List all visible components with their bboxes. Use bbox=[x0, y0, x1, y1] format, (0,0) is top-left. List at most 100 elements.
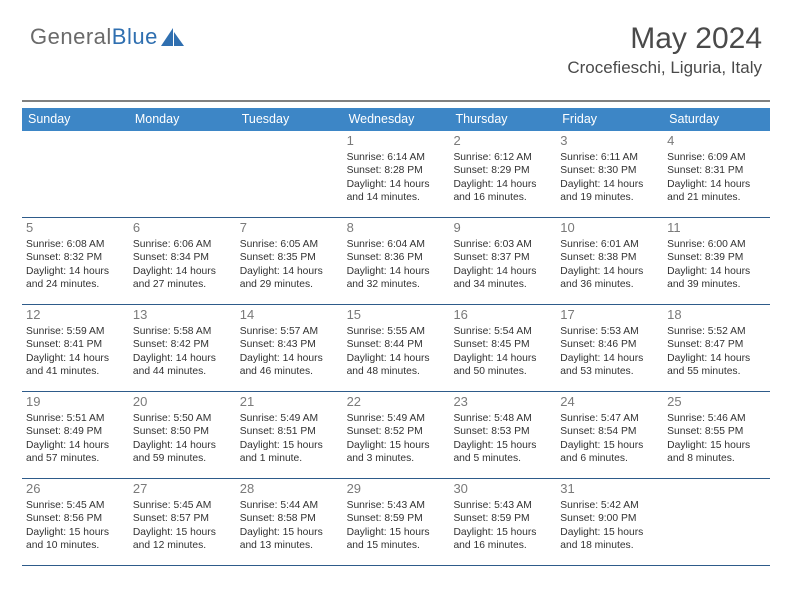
daylight-text: Daylight: 14 hours and 32 minutes. bbox=[347, 265, 446, 292]
day-number: 4 bbox=[667, 133, 766, 151]
sunset-text: Sunset: 8:49 PM bbox=[26, 425, 125, 438]
day-number: 31 bbox=[560, 481, 659, 499]
sunset-text: Sunset: 8:29 PM bbox=[453, 164, 552, 177]
day-cell: 30Sunrise: 5:43 AMSunset: 8:59 PMDayligh… bbox=[449, 479, 556, 565]
sunset-text: Sunset: 8:50 PM bbox=[133, 425, 232, 438]
month-title: May 2024 bbox=[567, 22, 762, 56]
sunrise-text: Sunrise: 6:05 AM bbox=[240, 238, 339, 251]
day-cell: 31Sunrise: 5:42 AMSunset: 9:00 PMDayligh… bbox=[556, 479, 663, 565]
sunset-text: Sunset: 8:55 PM bbox=[667, 425, 766, 438]
sunset-text: Sunset: 8:37 PM bbox=[453, 251, 552, 264]
daylight-text: Daylight: 14 hours and 24 minutes. bbox=[26, 265, 125, 292]
sunset-text: Sunset: 8:35 PM bbox=[240, 251, 339, 264]
day-number: 5 bbox=[26, 220, 125, 238]
day-cell: 6Sunrise: 6:06 AMSunset: 8:34 PMDaylight… bbox=[129, 218, 236, 304]
day-number: 27 bbox=[133, 481, 232, 499]
daylight-text: Daylight: 14 hours and 34 minutes. bbox=[453, 265, 552, 292]
day-cell: 18Sunrise: 5:52 AMSunset: 8:47 PMDayligh… bbox=[663, 305, 770, 391]
day-cell: 15Sunrise: 5:55 AMSunset: 8:44 PMDayligh… bbox=[343, 305, 450, 391]
daylight-text: Daylight: 14 hours and 41 minutes. bbox=[26, 352, 125, 379]
day-number: 20 bbox=[133, 394, 232, 412]
weekday-header: Thursday bbox=[449, 108, 556, 131]
sunrise-text: Sunrise: 5:46 AM bbox=[667, 412, 766, 425]
logo-text-1: General bbox=[30, 24, 112, 50]
sunset-text: Sunset: 8:57 PM bbox=[133, 512, 232, 525]
weekday-header-row: SundayMondayTuesdayWednesdayThursdayFrid… bbox=[22, 108, 770, 131]
day-cell: 10Sunrise: 6:01 AMSunset: 8:38 PMDayligh… bbox=[556, 218, 663, 304]
day-number: 1 bbox=[347, 133, 446, 151]
sunrise-text: Sunrise: 5:51 AM bbox=[26, 412, 125, 425]
daylight-text: Daylight: 14 hours and 14 minutes. bbox=[347, 178, 446, 205]
sunrise-text: Sunrise: 5:55 AM bbox=[347, 325, 446, 338]
sunrise-text: Sunrise: 6:03 AM bbox=[453, 238, 552, 251]
day-cell: 13Sunrise: 5:58 AMSunset: 8:42 PMDayligh… bbox=[129, 305, 236, 391]
sunset-text: Sunset: 8:59 PM bbox=[453, 512, 552, 525]
sunset-text: Sunset: 8:43 PM bbox=[240, 338, 339, 351]
daylight-text: Daylight: 15 hours and 13 minutes. bbox=[240, 526, 339, 553]
day-cell: 8Sunrise: 6:04 AMSunset: 8:36 PMDaylight… bbox=[343, 218, 450, 304]
day-number: 24 bbox=[560, 394, 659, 412]
day-cell: 16Sunrise: 5:54 AMSunset: 8:45 PMDayligh… bbox=[449, 305, 556, 391]
day-cell: 25Sunrise: 5:46 AMSunset: 8:55 PMDayligh… bbox=[663, 392, 770, 478]
sunrise-text: Sunrise: 5:43 AM bbox=[453, 499, 552, 512]
day-number: 29 bbox=[347, 481, 446, 499]
day-number: 25 bbox=[667, 394, 766, 412]
sunrise-text: Sunrise: 6:14 AM bbox=[347, 151, 446, 164]
day-number: 9 bbox=[453, 220, 552, 238]
day-number: 16 bbox=[453, 307, 552, 325]
daylight-text: Daylight: 14 hours and 50 minutes. bbox=[453, 352, 552, 379]
day-cell: 19Sunrise: 5:51 AMSunset: 8:49 PMDayligh… bbox=[22, 392, 129, 478]
day-number: 23 bbox=[453, 394, 552, 412]
day-cell: 27Sunrise: 5:45 AMSunset: 8:57 PMDayligh… bbox=[129, 479, 236, 565]
week-row: ...1Sunrise: 6:14 AMSunset: 8:28 PMDayli… bbox=[22, 131, 770, 218]
sunset-text: Sunset: 8:58 PM bbox=[240, 512, 339, 525]
day-number: 17 bbox=[560, 307, 659, 325]
day-cell: 12Sunrise: 5:59 AMSunset: 8:41 PMDayligh… bbox=[22, 305, 129, 391]
sunrise-text: Sunrise: 5:45 AM bbox=[133, 499, 232, 512]
week-row: 5Sunrise: 6:08 AMSunset: 8:32 PMDaylight… bbox=[22, 218, 770, 305]
sunrise-text: Sunrise: 6:01 AM bbox=[560, 238, 659, 251]
sunrise-text: Sunrise: 6:08 AM bbox=[26, 238, 125, 251]
header-rule bbox=[22, 100, 770, 102]
sunset-text: Sunset: 8:38 PM bbox=[560, 251, 659, 264]
daylight-text: Daylight: 14 hours and 21 minutes. bbox=[667, 178, 766, 205]
daylight-text: Daylight: 14 hours and 29 minutes. bbox=[240, 265, 339, 292]
day-number: 18 bbox=[667, 307, 766, 325]
daylight-text: Daylight: 14 hours and 36 minutes. bbox=[560, 265, 659, 292]
sunset-text: Sunset: 8:34 PM bbox=[133, 251, 232, 264]
sunset-text: Sunset: 8:47 PM bbox=[667, 338, 766, 351]
weekday-header: Monday bbox=[129, 108, 236, 131]
daylight-text: Daylight: 14 hours and 46 minutes. bbox=[240, 352, 339, 379]
week-row: 26Sunrise: 5:45 AMSunset: 8:56 PMDayligh… bbox=[22, 479, 770, 566]
day-cell: 4Sunrise: 6:09 AMSunset: 8:31 PMDaylight… bbox=[663, 131, 770, 217]
sunset-text: Sunset: 8:39 PM bbox=[667, 251, 766, 264]
day-number: 26 bbox=[26, 481, 125, 499]
day-cell: 9Sunrise: 6:03 AMSunset: 8:37 PMDaylight… bbox=[449, 218, 556, 304]
week-row: 12Sunrise: 5:59 AMSunset: 8:41 PMDayligh… bbox=[22, 305, 770, 392]
daylight-text: Daylight: 14 hours and 59 minutes. bbox=[133, 439, 232, 466]
sunrise-text: Sunrise: 5:58 AM bbox=[133, 325, 232, 338]
weekday-header: Saturday bbox=[663, 108, 770, 131]
daylight-text: Daylight: 14 hours and 44 minutes. bbox=[133, 352, 232, 379]
day-cell: 5Sunrise: 6:08 AMSunset: 8:32 PMDaylight… bbox=[22, 218, 129, 304]
sunset-text: Sunset: 8:32 PM bbox=[26, 251, 125, 264]
sunrise-text: Sunrise: 5:43 AM bbox=[347, 499, 446, 512]
daylight-text: Daylight: 15 hours and 12 minutes. bbox=[133, 526, 232, 553]
sunset-text: Sunset: 8:41 PM bbox=[26, 338, 125, 351]
sunset-text: Sunset: 9:00 PM bbox=[560, 512, 659, 525]
week-row: 19Sunrise: 5:51 AMSunset: 8:49 PMDayligh… bbox=[22, 392, 770, 479]
day-number: 6 bbox=[133, 220, 232, 238]
daylight-text: Daylight: 15 hours and 18 minutes. bbox=[560, 526, 659, 553]
sunrise-text: Sunrise: 5:57 AM bbox=[240, 325, 339, 338]
sunset-text: Sunset: 8:51 PM bbox=[240, 425, 339, 438]
day-number: 14 bbox=[240, 307, 339, 325]
location-subtitle: Crocefieschi, Liguria, Italy bbox=[567, 58, 762, 78]
sunset-text: Sunset: 8:45 PM bbox=[453, 338, 552, 351]
sunset-text: Sunset: 8:59 PM bbox=[347, 512, 446, 525]
daylight-text: Daylight: 14 hours and 48 minutes. bbox=[347, 352, 446, 379]
sunrise-text: Sunrise: 5:59 AM bbox=[26, 325, 125, 338]
sunrise-text: Sunrise: 6:12 AM bbox=[453, 151, 552, 164]
day-cell: 28Sunrise: 5:44 AMSunset: 8:58 PMDayligh… bbox=[236, 479, 343, 565]
daylight-text: Daylight: 15 hours and 3 minutes. bbox=[347, 439, 446, 466]
sunset-text: Sunset: 8:52 PM bbox=[347, 425, 446, 438]
